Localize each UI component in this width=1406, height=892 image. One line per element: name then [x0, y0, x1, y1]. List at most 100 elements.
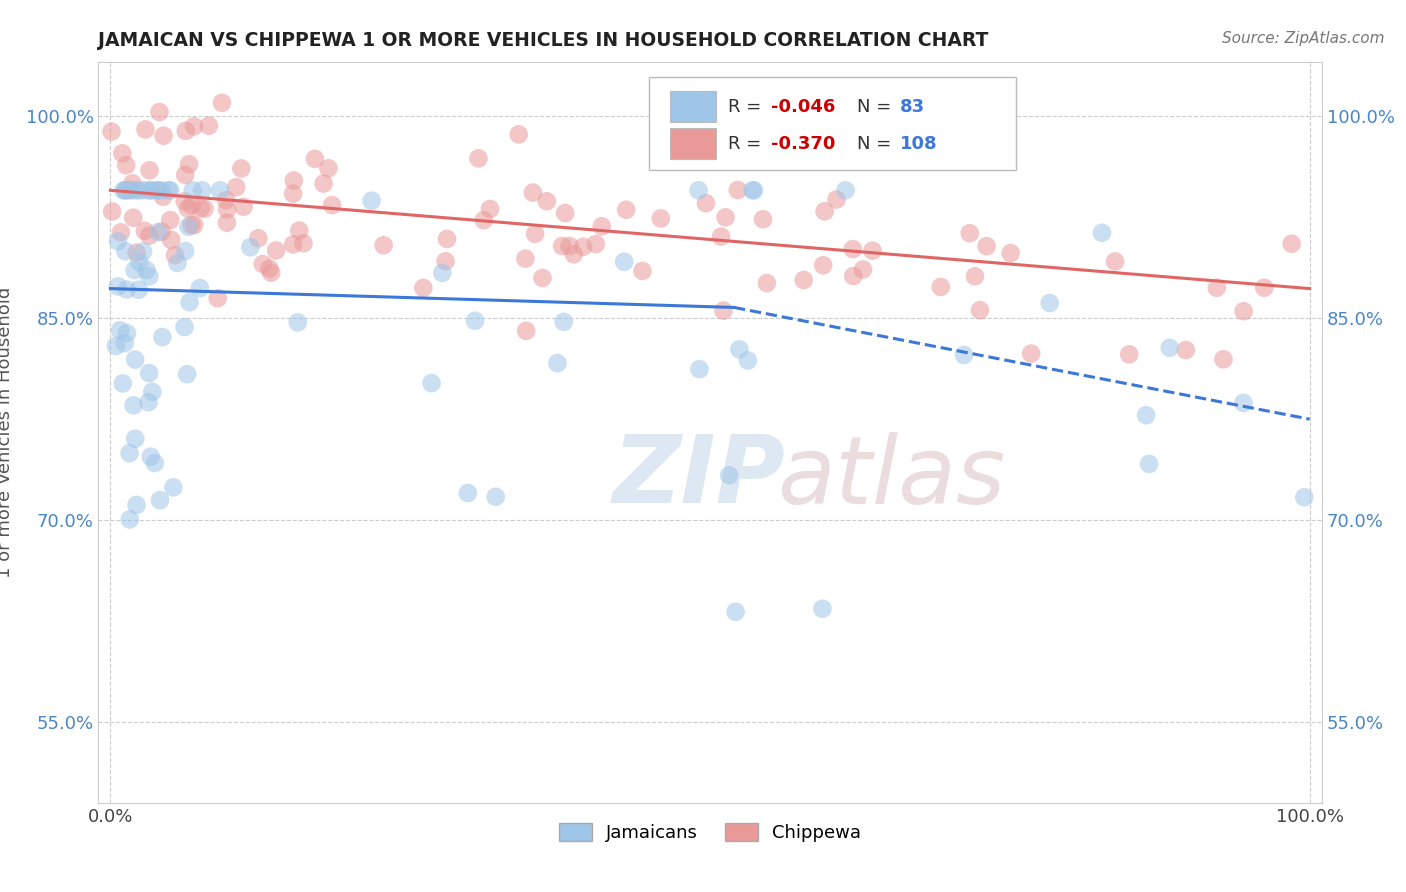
Chippewa	[252, 257, 274, 271]
Jamaicans	[173, 320, 195, 334]
Y-axis label: 1 or more Vehicles in Household: 1 or more Vehicles in Household	[0, 287, 14, 578]
Chippewa	[1019, 346, 1042, 360]
FancyBboxPatch shape	[669, 128, 716, 160]
Chippewa	[695, 196, 717, 211]
Jamaicans	[464, 314, 486, 328]
Chippewa	[710, 229, 733, 244]
Jamaicans	[718, 468, 741, 483]
Jamaicans	[139, 450, 162, 464]
Jamaicans	[124, 432, 146, 446]
Chippewa	[173, 194, 195, 209]
Jamaicans	[360, 194, 382, 208]
Jamaicans	[724, 605, 747, 619]
Chippewa	[1233, 304, 1256, 318]
Chippewa	[183, 218, 205, 232]
Jamaicans	[108, 323, 131, 337]
Jamaicans	[134, 183, 156, 197]
Chippewa	[1281, 236, 1303, 251]
Jamaicans	[150, 183, 173, 197]
Chippewa	[959, 226, 981, 240]
Jamaicans	[112, 183, 135, 197]
Jamaicans	[135, 263, 157, 277]
Chippewa	[180, 198, 202, 212]
Chippewa	[1205, 281, 1227, 295]
Jamaicans	[432, 266, 454, 280]
Chippewa	[531, 271, 554, 285]
Chippewa	[207, 291, 229, 305]
Jamaicans	[124, 352, 146, 367]
Chippewa	[713, 303, 735, 318]
Chippewa	[283, 237, 305, 252]
Chippewa	[292, 236, 315, 251]
Chippewa	[217, 202, 239, 217]
Jamaicans	[118, 512, 141, 526]
Chippewa	[304, 152, 326, 166]
Chippewa	[508, 128, 530, 142]
Jamaicans	[143, 456, 166, 470]
Chippewa	[562, 247, 585, 261]
Jamaicans	[485, 490, 508, 504]
Chippewa	[122, 211, 145, 225]
Jamaicans	[1159, 341, 1181, 355]
Text: -0.370: -0.370	[772, 135, 835, 153]
Chippewa	[152, 128, 174, 143]
Jamaicans	[114, 244, 136, 259]
Chippewa	[174, 168, 197, 182]
Chippewa	[554, 206, 576, 220]
Jamaicans	[104, 339, 127, 353]
Chippewa	[321, 198, 343, 212]
Chippewa	[524, 227, 547, 241]
Jamaicans	[688, 362, 710, 376]
Chippewa	[572, 240, 595, 254]
Jamaicans	[157, 183, 180, 197]
Chippewa	[288, 224, 311, 238]
Chippewa	[138, 163, 160, 178]
Jamaicans	[150, 330, 173, 344]
Jamaicans	[115, 326, 138, 340]
Chippewa	[134, 122, 156, 136]
Jamaicans	[728, 343, 751, 357]
Chippewa	[111, 146, 134, 161]
Jamaicans	[191, 183, 214, 197]
Jamaicans	[120, 183, 142, 197]
Chippewa	[148, 105, 170, 120]
Jamaicans	[146, 183, 169, 197]
Chippewa	[825, 193, 848, 207]
Chippewa	[152, 190, 174, 204]
Jamaicans	[128, 283, 150, 297]
Jamaicans	[1039, 296, 1062, 310]
Chippewa	[862, 244, 884, 258]
Chippewa	[125, 245, 148, 260]
Chippewa	[436, 232, 458, 246]
Chippewa	[1253, 281, 1275, 295]
Chippewa	[373, 238, 395, 252]
Jamaicans	[209, 183, 232, 197]
Chippewa	[585, 237, 607, 252]
Jamaicans	[166, 256, 188, 270]
Chippewa	[177, 202, 200, 216]
Chippewa	[755, 276, 778, 290]
Chippewa	[976, 239, 998, 253]
Chippewa	[138, 228, 160, 243]
Chippewa	[614, 202, 637, 217]
Jamaicans	[546, 356, 568, 370]
Jamaicans	[420, 376, 443, 390]
Chippewa	[180, 218, 202, 232]
Chippewa	[793, 273, 815, 287]
Jamaicans	[159, 183, 181, 197]
Chippewa	[467, 152, 489, 166]
Chippewa	[1174, 343, 1197, 357]
Chippewa	[479, 202, 502, 216]
Jamaicans	[124, 263, 146, 277]
Jamaicans	[111, 376, 134, 391]
Chippewa	[211, 95, 233, 110]
Chippewa	[522, 186, 544, 200]
Jamaicans	[188, 281, 211, 295]
Chippewa	[536, 194, 558, 209]
Jamaicans	[122, 398, 145, 412]
Chippewa	[312, 177, 335, 191]
Chippewa	[969, 303, 991, 318]
Jamaicans	[125, 498, 148, 512]
Jamaicans	[553, 315, 575, 329]
Jamaicans	[688, 183, 710, 197]
